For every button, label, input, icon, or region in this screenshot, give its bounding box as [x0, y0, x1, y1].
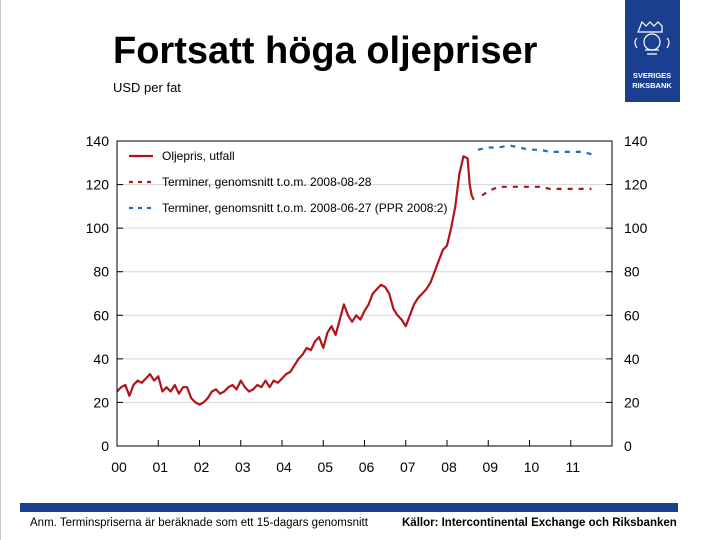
legend-label-2: Terminer, genomsnitt t.o.m. 2008-06-27 (… [162, 201, 447, 215]
grid-lines [117, 184, 612, 403]
y-tick-right-40: 40 [624, 351, 640, 367]
x-tick-04: 04 [276, 459, 292, 475]
y-tick-left-20: 20 [93, 394, 109, 410]
y-tick-right-20: 20 [624, 394, 640, 410]
x-tick-09: 09 [482, 459, 498, 475]
logo-text-2: RIKSBANK [632, 81, 672, 90]
x-tick-08: 08 [441, 459, 457, 475]
x-tick-06: 06 [359, 459, 375, 475]
y-tick-left-120: 120 [86, 177, 110, 193]
y-tick-right-140: 140 [624, 133, 648, 149]
left-border [0, 0, 1, 540]
unit-subtitle: USD per fat [113, 80, 181, 95]
y-tick-left-80: 80 [93, 264, 109, 280]
series-line-1 [481, 185, 592, 197]
x-tick-05: 05 [317, 459, 333, 475]
y-tick-right-0: 0 [624, 438, 632, 454]
legend-label-1: Terminer, genomsnitt t.o.m. 2008-08-28 [162, 175, 372, 189]
footnote-note: Anm. Terminspriserna är beräknade som et… [30, 517, 368, 529]
series-line-2 [477, 144, 592, 156]
x-tick-07: 07 [400, 459, 416, 475]
footer-bar [20, 503, 678, 512]
y-tick-left-40: 40 [93, 351, 109, 367]
x-tick-01: 01 [152, 459, 168, 475]
x-tick-00: 00 [111, 459, 127, 475]
y-tick-left-0: 0 [101, 438, 109, 454]
riksbank-logo: SVERIGES RIKSBANK [625, 0, 680, 102]
y-tick-right-60: 60 [624, 307, 640, 323]
y-tick-left-60: 60 [93, 307, 109, 323]
x-tick-02: 02 [194, 459, 210, 475]
y-tick-right-100: 100 [624, 220, 648, 236]
x-tick-03: 03 [235, 459, 251, 475]
y-tick-left-140: 140 [86, 133, 110, 149]
y-tick-left-100: 100 [86, 220, 110, 236]
logo-text-1: SVERIGES [633, 71, 671, 80]
y-tick-right-80: 80 [624, 264, 640, 280]
footnote-sources: Källor: Intercontinental Exchange och Ri… [402, 517, 677, 529]
legend: Oljepris, utfall Terminer, genomsnitt t.o… [129, 149, 447, 215]
riksbank-emblem-icon: SVERIGES RIKSBANK [632, 20, 672, 90]
slide-title: Fortsatt höga oljepriser [113, 30, 538, 72]
series-lines [116, 144, 592, 406]
x-tick-10: 10 [524, 459, 540, 475]
x-tick-11: 11 [565, 459, 580, 475]
legend-label-0: Oljepris, utfall [162, 149, 235, 163]
y-tick-right-120: 120 [624, 177, 648, 193]
series-line-0 [116, 155, 475, 406]
